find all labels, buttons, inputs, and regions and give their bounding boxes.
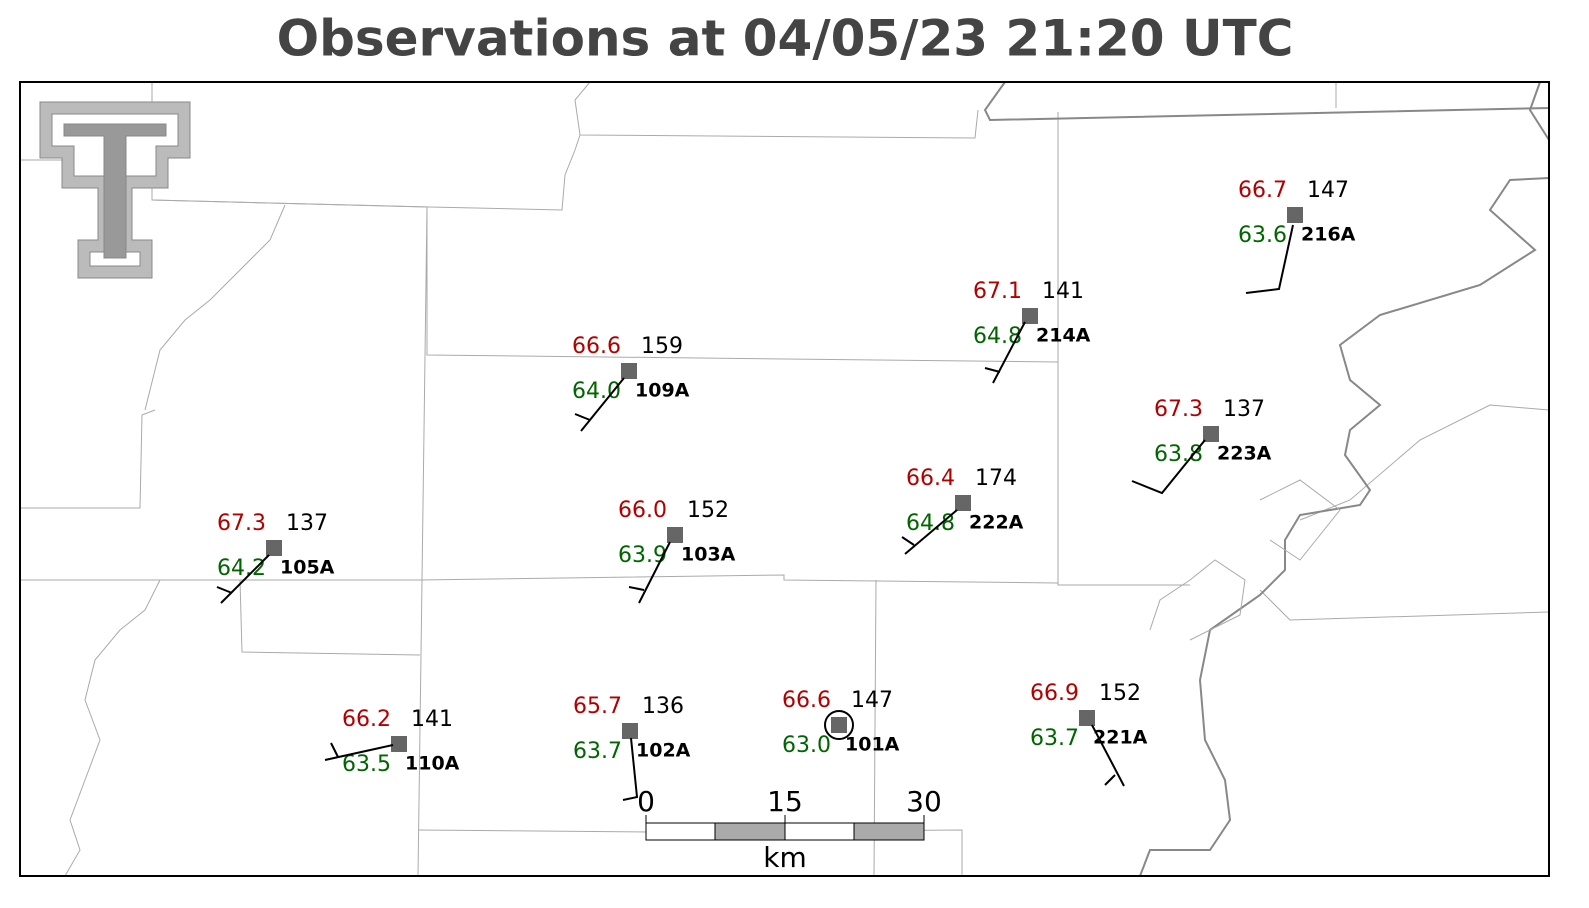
station-value: 141 [411, 707, 453, 732]
station-marker [1203, 426, 1219, 442]
station-marker [1287, 207, 1303, 223]
station-value: 137 [286, 511, 328, 536]
station-id: 105A [280, 557, 335, 579]
station-marker [622, 723, 638, 739]
temperature: 65.7 [573, 694, 622, 719]
station-marker [1079, 710, 1095, 726]
scale-label: 30 [906, 785, 942, 818]
dewpoint: 63.8 [1154, 442, 1203, 467]
temperature: 66.6 [572, 334, 621, 359]
temperature: 67.3 [217, 511, 266, 536]
station-marker [667, 527, 683, 543]
temperature: 66.9 [1030, 681, 1079, 706]
scale-label: 15 [767, 785, 803, 818]
temperature: 66.7 [1238, 178, 1287, 203]
station-marker [1022, 308, 1038, 324]
dewpoint: 64.2 [217, 556, 266, 581]
map-frame [19, 81, 1550, 877]
station-id: 103A [681, 544, 736, 566]
station-value: 152 [1099, 681, 1141, 706]
station-marker [391, 736, 407, 752]
station-id: 223A [1217, 443, 1272, 465]
station-id: 222A [969, 512, 1024, 534]
station-id: 101A [845, 734, 900, 756]
station-value: 141 [1042, 279, 1084, 304]
dewpoint: 63.7 [573, 739, 622, 764]
temperature: 67.3 [1154, 397, 1203, 422]
station-marker [266, 540, 282, 556]
station-id: 109A [635, 380, 690, 402]
station-value: 137 [1223, 397, 1265, 422]
temperature: 66.4 [906, 466, 955, 491]
station-value: 174 [975, 466, 1017, 491]
scale-bar [645, 815, 925, 841]
scale-label: 0 [637, 785, 655, 818]
title: Observations at 04/05/23 21:20 UTC [277, 10, 1294, 68]
temperature: 66.6 [782, 688, 831, 713]
station-id: 110A [405, 753, 460, 775]
dewpoint: 64.8 [973, 324, 1022, 349]
station-value: 147 [1307, 178, 1349, 203]
temperature: 66.2 [342, 707, 391, 732]
temperature: 67.1 [973, 279, 1022, 304]
station-value: 159 [641, 334, 683, 359]
station-value: 136 [642, 694, 684, 719]
station-marker [831, 717, 847, 733]
station-marker [955, 495, 971, 511]
barbs [216, 224, 1294, 801]
dewpoint: 63.0 [782, 733, 831, 758]
station-id: 214A [1036, 325, 1091, 347]
station-id: 102A [636, 740, 691, 762]
station-id: 221A [1093, 727, 1148, 749]
station-id: 216A [1301, 224, 1356, 246]
logo [39, 101, 191, 279]
dewpoint: 63.6 [1238, 223, 1287, 248]
station-value: 147 [851, 688, 893, 713]
station-marker [621, 363, 637, 379]
station-value: 152 [687, 498, 729, 523]
map [20, 81, 1550, 877]
dewpoint: 63.5 [342, 752, 391, 777]
dewpoint: 63.7 [1030, 726, 1079, 751]
scale-unit: km [763, 841, 807, 874]
stations: 66.7 147 63.6 216A 67.1 141 64.8 214A 66.6 159 64.… [217, 178, 1356, 777]
temperature: 66.0 [618, 498, 667, 523]
